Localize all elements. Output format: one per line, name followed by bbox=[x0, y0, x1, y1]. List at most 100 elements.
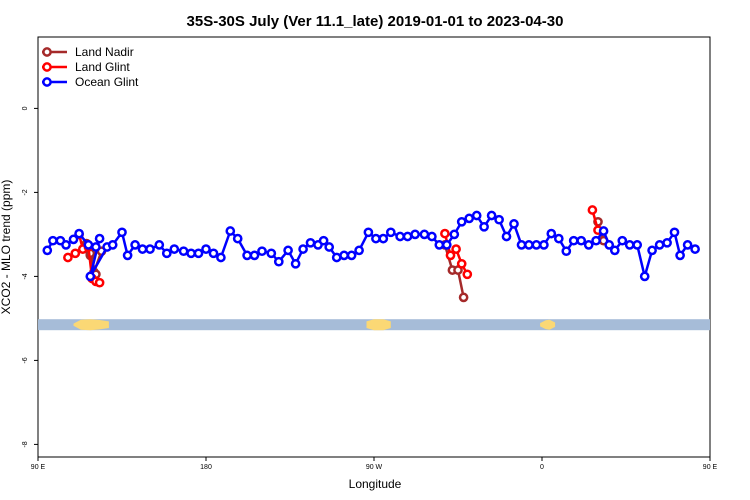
series-2-point-0-51 bbox=[419, 229, 430, 240]
series-1-point-3-0 bbox=[440, 228, 450, 239]
land-ocean-strip bbox=[38, 319, 750, 331]
series-2-point-0-84 bbox=[662, 237, 672, 248]
x-tick-label-3: 0 bbox=[540, 464, 544, 471]
series-2-point-0-34 bbox=[290, 258, 301, 269]
series-2-point-0-67 bbox=[539, 240, 549, 250]
series-2-point-0-31 bbox=[266, 248, 277, 259]
series-2-point-0-40 bbox=[331, 252, 342, 263]
series-2-point-0-47 bbox=[385, 227, 396, 238]
series-2-point-0-39 bbox=[324, 242, 335, 252]
series-2-point-0-20 bbox=[178, 246, 189, 257]
series-2-point-0-26 bbox=[225, 226, 236, 236]
series-2-point-0-60 bbox=[486, 210, 497, 221]
series-2-point-0-69 bbox=[553, 233, 564, 244]
series-2-point-0-62 bbox=[501, 231, 512, 242]
series-2-point-0-23 bbox=[201, 244, 211, 254]
series-2-point-0-8 bbox=[94, 233, 105, 244]
y-tick-label-2: -4 bbox=[22, 273, 29, 279]
series-2-point-0-33 bbox=[283, 245, 293, 256]
x-tick-label-2: 90 W bbox=[366, 464, 383, 471]
series-2-point-0-70 bbox=[561, 246, 572, 257]
series-2-point-0-35 bbox=[298, 244, 308, 254]
x-tick-label-4: 90 E bbox=[703, 464, 718, 471]
series-2-point-0-64 bbox=[516, 240, 527, 250]
series-2-point-0-7 bbox=[91, 242, 101, 252]
series-2-point-0-44 bbox=[363, 227, 374, 238]
legend-marker-2 bbox=[42, 77, 52, 87]
y-tick-label-1: -2 bbox=[22, 189, 29, 195]
legend-label-0: Land Nadir bbox=[75, 45, 134, 59]
chart-title: 35S-30S July (Ver 11.1_late) 2019-01-01 … bbox=[187, 13, 564, 30]
series-2-point-0-17 bbox=[154, 240, 165, 250]
series-2-point-0-42 bbox=[346, 250, 357, 261]
series-2-point-0-71 bbox=[568, 235, 579, 246]
series-0-point-2-3 bbox=[458, 292, 469, 303]
y-tick-label-4: -8 bbox=[22, 441, 29, 447]
land-segment-1 bbox=[366, 319, 391, 331]
series-2-point-0-55 bbox=[449, 229, 460, 240]
legend-label-2: Ocean Glint bbox=[75, 75, 139, 89]
series-2-point-0-80 bbox=[632, 240, 643, 250]
series-1-point-3-2 bbox=[451, 244, 461, 254]
series-2-point-0-72 bbox=[576, 235, 587, 246]
series-2-point-0-48 bbox=[395, 231, 405, 242]
series-2-point-0-13 bbox=[122, 250, 133, 261]
series-2-point-0-54 bbox=[441, 240, 452, 250]
series-1-point-2-3 bbox=[94, 277, 105, 288]
land-segment-3 bbox=[723, 319, 750, 330]
series-2-point-0-22 bbox=[193, 248, 204, 259]
x-tick-label-1: 180 bbox=[200, 464, 212, 471]
series-2-point-0-63 bbox=[509, 219, 519, 229]
series-1-point-0-1 bbox=[70, 248, 81, 259]
series-2-point-0-27 bbox=[232, 233, 243, 244]
series-1-point-3-1 bbox=[445, 250, 456, 261]
series-2-point-0-87 bbox=[682, 240, 693, 250]
series-2-point-0-77 bbox=[609, 245, 620, 256]
series-1-point-4-0 bbox=[587, 205, 598, 215]
series-layer bbox=[42, 205, 700, 303]
series-2-point-0-76 bbox=[604, 240, 615, 250]
series-2-point-0-50 bbox=[410, 229, 420, 240]
series-2-point-0-25 bbox=[216, 252, 226, 263]
series-2-point-0-86 bbox=[675, 250, 685, 261]
x-tick-label-0: 90 E bbox=[31, 464, 46, 471]
y-tick-label-0: 0 bbox=[22, 106, 29, 110]
legend-marker-0 bbox=[42, 47, 52, 57]
series-2-point-0-83 bbox=[654, 240, 665, 250]
series-2-point-0-73 bbox=[583, 240, 594, 250]
series-2-point-0-5 bbox=[74, 228, 84, 239]
series-2-point-0-12 bbox=[117, 227, 127, 238]
series-2-point-0-74 bbox=[591, 235, 601, 246]
series-2-point-0-14 bbox=[130, 240, 140, 250]
series-2-point-0-29 bbox=[249, 250, 260, 261]
series-2-point-0-9 bbox=[85, 271, 96, 282]
series-2-point-0-56 bbox=[456, 216, 467, 227]
series-2-point-0-59 bbox=[479, 221, 489, 232]
series-2-point-0-19 bbox=[169, 244, 180, 254]
series-2-point-0-32 bbox=[273, 256, 284, 267]
series-2-point-0-79 bbox=[624, 240, 635, 250]
series-2-point-0-75 bbox=[598, 226, 609, 236]
series-2-point-0-18 bbox=[161, 248, 172, 259]
series-2-point-0-3 bbox=[61, 240, 71, 250]
series-2-point-0-4 bbox=[68, 234, 79, 245]
series-2-point-0-49 bbox=[402, 231, 413, 242]
legend-marker-1 bbox=[42, 62, 52, 72]
x-axis: 90 E 180 90 W 0 90 E bbox=[31, 457, 718, 471]
series-2-point-0-82 bbox=[647, 245, 657, 256]
series-2-point-0-78 bbox=[617, 235, 628, 246]
series-2-point-0-58 bbox=[471, 210, 482, 221]
series-2-point-0-57 bbox=[464, 213, 475, 224]
series-2-point-0-43 bbox=[354, 245, 364, 256]
series-2-point-0-1 bbox=[48, 235, 58, 246]
series-2-point-0-11 bbox=[107, 240, 118, 250]
y-tick-label-3: -6 bbox=[22, 357, 29, 363]
series-2-point-0-0 bbox=[42, 245, 53, 256]
legend-label-1: Land Glint bbox=[75, 60, 130, 74]
series-2-point-0-41 bbox=[339, 250, 349, 261]
series-2-point-0-53 bbox=[434, 240, 445, 250]
series-1-point-3-3 bbox=[456, 258, 467, 269]
series-2-point-0-21 bbox=[186, 248, 196, 259]
